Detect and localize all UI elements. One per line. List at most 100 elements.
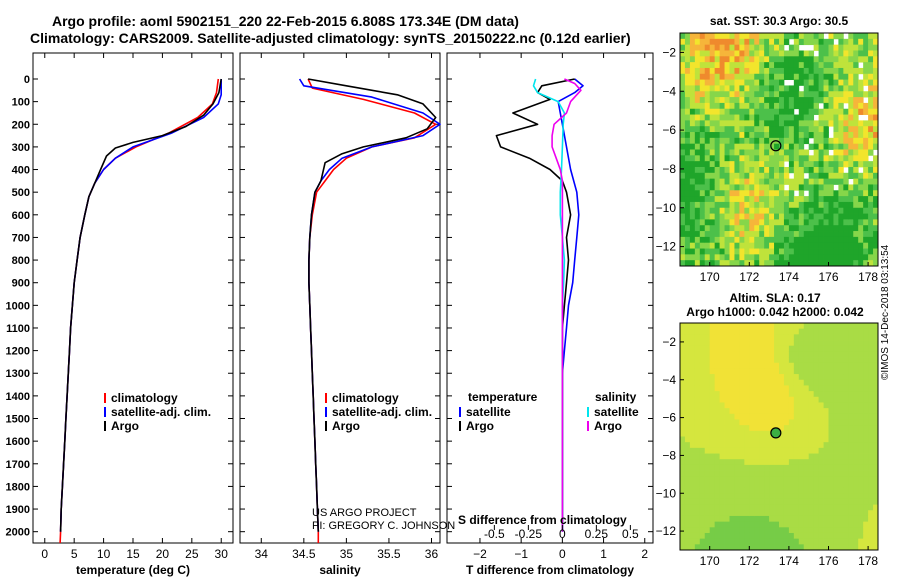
series-line-satellite-adj-clim- (59, 79, 222, 532)
map-x-tick-label: 178 (858, 270, 878, 284)
map-y-tick-label: −8 (662, 162, 676, 176)
y-tick-label: 100 (12, 97, 30, 109)
map-x-tick-label: 176 (818, 270, 838, 284)
s-tick-label: 0 (559, 527, 566, 541)
sst-map-panel: 170 172 174 176 178 −2 −4 −6 −8 −10 −12 sat. SST: 3… (656, 14, 879, 284)
legend-label: climatology (111, 391, 178, 405)
x-tick-label: 0 (41, 547, 48, 561)
imos-timestamp: ©IMOS 14-Dec-2018 03:13:54 (880, 244, 891, 380)
map-y-tick-label: −12 (656, 524, 677, 538)
x-tick-label: −1 (514, 547, 528, 561)
s-axis-label: S difference from climatology (458, 513, 627, 527)
y-tick-label: 300 (12, 142, 30, 154)
y-tick-label: 500 (12, 187, 30, 199)
y-tick-label: 2000 (6, 527, 30, 539)
map-frame (679, 322, 879, 551)
map-x-tick-label: 176 (818, 554, 838, 568)
map-y-tick-label: −8 (662, 448, 676, 462)
sst-title: sat. SST: 30.3 Argo: 30.5 (710, 14, 849, 28)
x-tick-label: 35.5 (377, 547, 401, 561)
map-cells (680, 33, 879, 267)
y-tick-label: 1800 (6, 481, 30, 493)
x-tick-label: 34 (255, 547, 269, 561)
map-x-tick-label: 178 (858, 554, 878, 568)
map-y-tick-label: −4 (662, 373, 676, 387)
x-tick-label: 1 (600, 547, 607, 561)
s-tick-label: 0.5 (622, 527, 639, 541)
y-tick-label: 1900 (6, 504, 30, 516)
map-y-tick-label: −4 (662, 84, 676, 98)
y-tick-label: 1000 (6, 300, 30, 312)
sla-subtitle: Argo h1000: 0.042 h2000: 0.042 (686, 305, 864, 319)
map-y-tick-label: −6 (662, 123, 676, 137)
x-tick-label: 34.5 (292, 547, 316, 561)
series-line-argo (59, 78, 222, 532)
x-tick-label: 15 (126, 547, 140, 561)
argo-float-marker (770, 140, 782, 152)
map-y-tick-label: −12 (656, 240, 677, 254)
x-tick-label: 20 (156, 547, 170, 561)
x-axis-label: salinity (319, 563, 361, 577)
series-line-climatology (307, 78, 437, 543)
difference-panel: −2 −1 0 1 2 T difference from climatology -0.5… (446, 52, 654, 577)
salinity-panel: 34 34.5 35 35.5 36 salinity climatologysatelli… (239, 52, 455, 577)
y-tick-label: 1400 (6, 391, 30, 403)
legend-label: satellite (594, 405, 639, 419)
legend-label: satellite-adj. clim. (332, 405, 432, 419)
y-tick-label: 1200 (6, 346, 30, 358)
x-tick-label: 10 (97, 547, 111, 561)
y-tick-label: 0 (24, 74, 30, 86)
map-x-tick-label: 174 (779, 554, 799, 568)
map-frame (679, 32, 879, 267)
y-tick-label: 400 (12, 165, 30, 177)
map-x-tick-label: 170 (700, 270, 720, 284)
x-tick-label: −2 (473, 547, 487, 561)
s-tick-label: -0.5 (484, 527, 505, 541)
s-tick-label: 0.25 (585, 527, 609, 541)
y-tick-label: 1100 (6, 323, 30, 335)
y-tick-label: 1600 (6, 436, 30, 448)
figure-title-line2: Climatology: CARS2009. Satellite-adjuste… (30, 30, 631, 46)
temperature-panel: 0100200300400500600700800900100011001200… (6, 52, 234, 577)
s-tick-label: -0.25 (515, 527, 543, 541)
plot-frame (446, 52, 654, 544)
x-tick-label: 0 (559, 547, 566, 561)
x-axis-label: temperature (deg C) (76, 563, 190, 577)
y-tick-label: 1500 (6, 414, 30, 426)
y-tick-label: 800 (12, 255, 30, 267)
x-axis-label: T difference from climatology (466, 563, 634, 577)
map-x-tick-label: 172 (739, 554, 759, 568)
plot-frame (239, 52, 441, 544)
legend-title-salinity: salinity (595, 390, 637, 404)
credit-pi: PI: GREGORY C. JOHNSON (312, 520, 455, 532)
sla-title: Altim. SLA: 0.17 (729, 291, 821, 305)
x-tick-label: 25 (185, 547, 199, 561)
y-tick-label: 900 (12, 278, 30, 290)
x-tick-label: 30 (215, 547, 229, 561)
y-tick-label: 1300 (6, 368, 30, 380)
map-y-tick-label: −10 (656, 486, 677, 500)
argo-float-marker (770, 427, 782, 439)
figure-title-line1: Argo profile: aoml 5902151_220 22-Feb-20… (52, 13, 519, 29)
map-y-tick-label: −2 (662, 335, 676, 349)
map-x-tick-label: 170 (700, 554, 720, 568)
map-y-tick-label: −6 (662, 411, 676, 425)
legend-label: climatology (332, 391, 399, 405)
map-x-tick-label: 172 (739, 270, 759, 284)
sla-map-panel: 170 172 174 176 178 −2 −4 −6 −8 −10 −12 Altim. SLA:… (656, 291, 879, 568)
legend-label: satellite-adj. clim. (111, 405, 211, 419)
x-tick-label: 36 (425, 547, 439, 561)
map-y-tick-label: −2 (662, 45, 676, 59)
y-tick-label: 200 (12, 119, 30, 131)
legend-label: Argo (332, 419, 360, 433)
map-x-tick-label: 174 (779, 270, 799, 284)
series-line-argo (307, 78, 437, 532)
y-tick-label: 600 (12, 210, 30, 222)
legend-label: satellite (466, 405, 511, 419)
series-line-satellite-adj-clim- (298, 78, 441, 532)
legend-title-temperature: temperature (468, 390, 538, 404)
legend-label: Argo (111, 419, 139, 433)
x-tick-label: 35 (340, 547, 354, 561)
x-tick-label: 5 (71, 547, 78, 561)
